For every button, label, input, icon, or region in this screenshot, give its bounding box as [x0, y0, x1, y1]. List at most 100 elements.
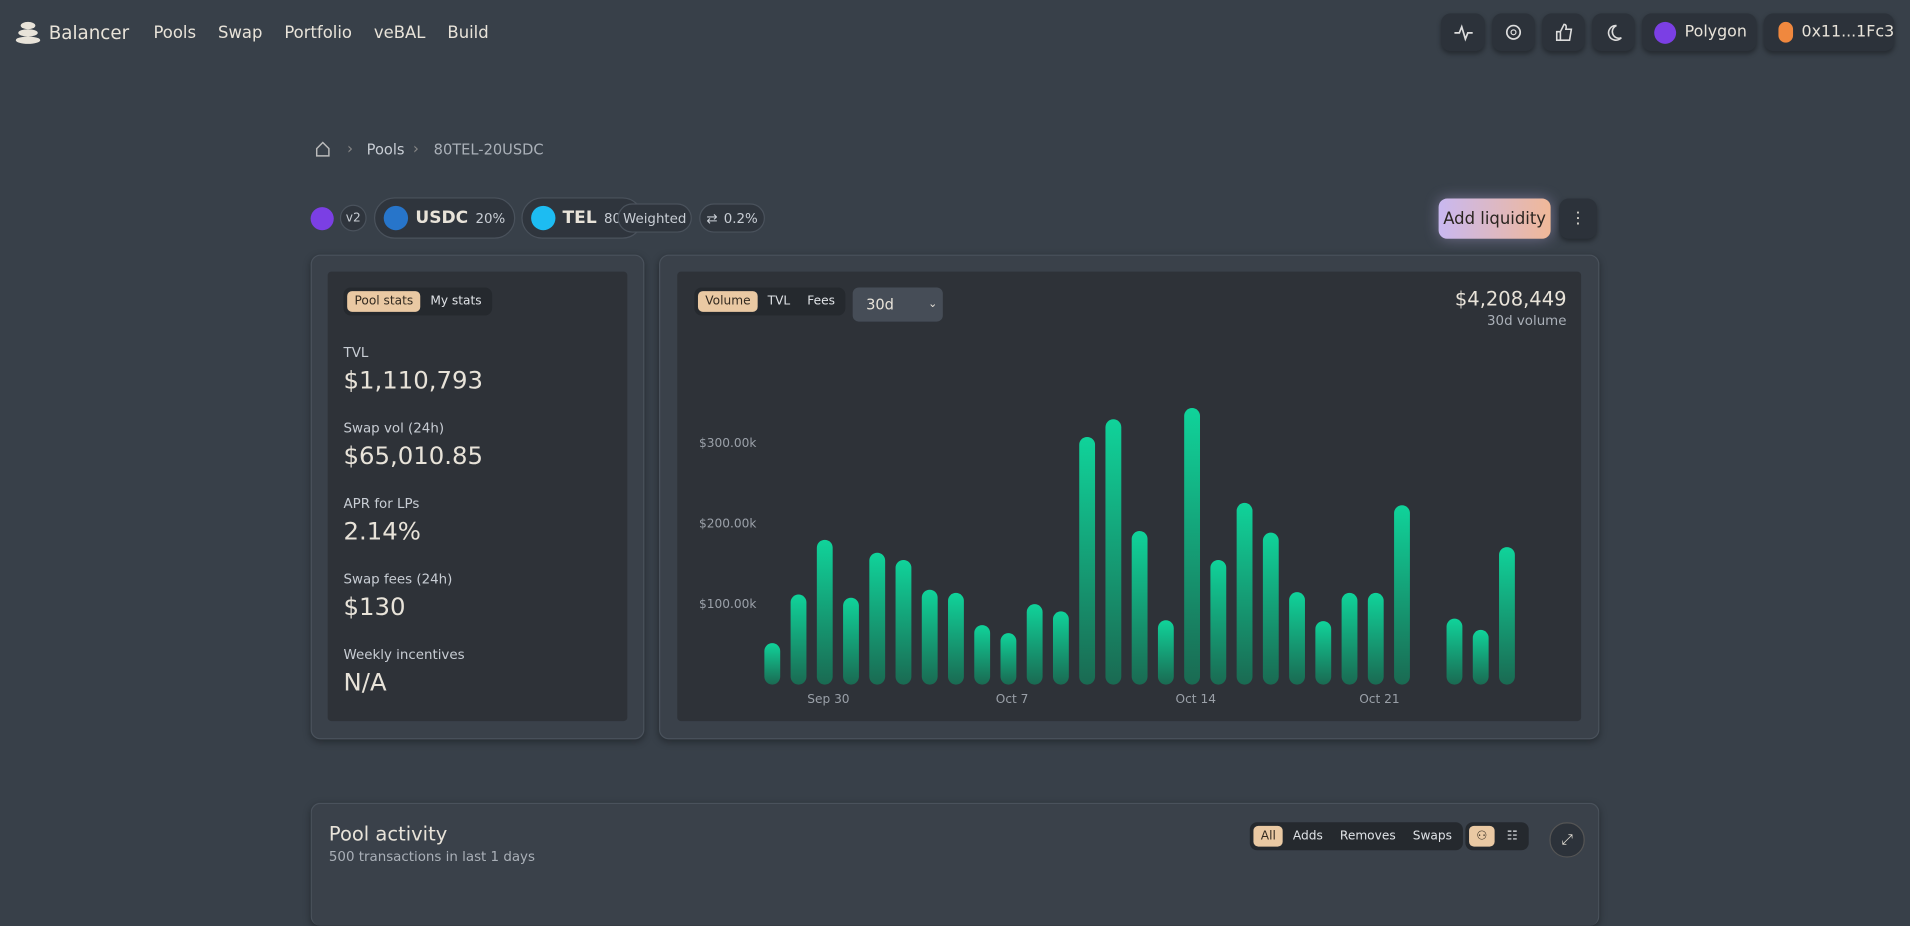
- chevron: ⌄: [928, 298, 938, 311]
- token-pill[interactable]: USDC 20%: [373, 197, 516, 239]
- chart-total: $4,208,449: [1454, 287, 1567, 311]
- add-liquidity-button[interactable]: Add liquidity: [1438, 198, 1551, 239]
- stats-card: Pool stats My stats TVL $1,110,793 Swap vol…: [310, 254, 645, 740]
- version: v2: [339, 204, 367, 232]
- page: {"nav":{"brand":"Balancer","links":["Poo…: [15, 13, 1895, 926]
- bar: [1315, 621, 1332, 685]
- token-icon: [383, 205, 409, 231]
- app: Balancer Pools Swap Portfolio veBAL Build Po…: [15, 13, 1895, 926]
- stat: Swap vol (24h) $65,010.85: [344, 420, 483, 496]
- token-symbol: USDC: [415, 208, 469, 228]
- bar: [790, 594, 807, 685]
- separator: ›: [347, 140, 354, 158]
- stat: APR for LPs 2.14%: [344, 496, 483, 572]
- nav-links: Pools Swap Portfolio veBAL Build: [153, 23, 488, 42]
- chart-tabs: Volume TVL Fees: [694, 287, 846, 316]
- breadcrumb-link[interactable]: Pools: [366, 141, 405, 159]
- nav-link[interactable]: Swap: [218, 23, 263, 43]
- logo[interactable]: [15, 21, 42, 45]
- chart-tab[interactable]: TVL: [767, 294, 791, 309]
- stats-tab[interactable]: My stats: [430, 294, 482, 309]
- activity-filters: All Adds Removes Swaps: [1249, 822, 1463, 851]
- stat: Swap fees (24h) $130: [344, 571, 483, 647]
- stats-panel: Pool stats My stats TVL $1,110,793 Swap vol…: [327, 271, 628, 723]
- y-tick-label: $100.00k: [699, 597, 757, 611]
- bar: [816, 539, 833, 685]
- y-tick-label: $300.00k: [699, 436, 757, 450]
- bar: [1499, 547, 1515, 685]
- stats-list: TVL $1,110,793 Swap vol (24h) $65,010.85 APR…: [344, 345, 483, 723]
- bar: [869, 552, 886, 685]
- bar: [1157, 620, 1174, 685]
- swap-fee: ⇄ 0.2%: [699, 203, 765, 233]
- expand-button[interactable]: ⤢: [1549, 822, 1585, 858]
- chart-tab[interactable]: Volume: [697, 291, 758, 312]
- bar: [1446, 618, 1463, 685]
- activity-filter[interactable]: Adds: [1292, 829, 1323, 843]
- bar: [1236, 502, 1253, 685]
- more-button[interactable]: ⋮: [1559, 198, 1597, 239]
- stat-label: TVL: [343, 344, 369, 361]
- fee: 0.2%: [723, 210, 758, 226]
- bar: [895, 559, 912, 685]
- stat-value: $130: [343, 592, 406, 622]
- volume-chart: $100.00k $200.00k $300.00k Sep 30 Oct 7 Oct 1…: [699, 408, 1515, 706]
- activity-button[interactable]: [1441, 13, 1485, 52]
- nav-link[interactable]: Build: [447, 23, 489, 43]
- bar: [1079, 436, 1096, 685]
- bar: [1105, 419, 1122, 685]
- x-tick-label: Oct 14: [1176, 692, 1217, 706]
- chart-total-label: 30d volume: [1487, 313, 1567, 329]
- bar: [843, 597, 859, 685]
- nav-link[interactable]: Pools: [153, 23, 197, 43]
- stat: Weekly incentives N/A: [344, 647, 483, 723]
- account: 0x11...1Fc3: [1801, 23, 1895, 42]
- activity-filter[interactable]: Removes: [1339, 829, 1396, 843]
- settings-button[interactable]: [1492, 13, 1535, 52]
- stat-label: APR for LPs: [343, 495, 420, 512]
- chart-panel: Volume TVL Fees 30d ⌄ $4,208,449 30d volume…: [677, 271, 1582, 722]
- x-tick-label: Oct 21: [1359, 692, 1399, 706]
- bar: [1394, 505, 1410, 685]
- bar: [1000, 633, 1017, 685]
- activity-filter[interactable]: Swaps: [1412, 829, 1452, 843]
- period-select[interactable]: 30d ⌄: [852, 287, 943, 322]
- token-symbol: TEL: [562, 208, 597, 228]
- theme-button[interactable]: [1592, 13, 1635, 52]
- network: Polygon: [1684, 23, 1747, 42]
- feedback-button[interactable]: [1542, 13, 1585, 52]
- token-icon: [530, 205, 556, 231]
- chart-tab[interactable]: Fees: [807, 294, 835, 309]
- stat-label: Weekly incentives: [343, 646, 465, 663]
- network-button[interactable]: Polygon: [1642, 13, 1757, 52]
- home-icon[interactable]: [314, 140, 331, 157]
- icon: [1454, 24, 1473, 42]
- y-tick-label: $200.00k: [699, 516, 757, 530]
- nav-link[interactable]: veBAL: [373, 23, 426, 43]
- breadcrumb-current: 80TEL-20USDC: [433, 141, 544, 159]
- list-view[interactable]: ☷: [1506, 829, 1518, 843]
- separator: ›: [412, 140, 419, 158]
- token-weight: 20%: [475, 210, 506, 226]
- icon: [1505, 24, 1522, 40]
- period: 30d: [866, 296, 894, 314]
- chart-card: Volume TVL Fees 30d ⌄ $4,208,449 30d volume…: [658, 254, 1600, 740]
- stat-value: $65,010.85: [343, 440, 483, 471]
- x-tick-label: Sep 30: [807, 692, 849, 706]
- stat-value: 2.14%: [343, 516, 421, 546]
- x-tick-label: Oct 7: [996, 692, 1029, 706]
- chart-view[interactable]: ⚇: [1469, 825, 1495, 847]
- brand[interactable]: Balancer: [48, 21, 130, 44]
- bar: [1341, 592, 1358, 685]
- activity-filter[interactable]: All: [1253, 825, 1284, 847]
- bar: [1210, 559, 1227, 685]
- stat-label: Swap vol (24h): [343, 420, 445, 437]
- icon: [1555, 23, 1573, 41]
- network-icon: [1654, 21, 1677, 44]
- bar: [1262, 532, 1279, 685]
- nav-link[interactable]: Portfolio: [284, 23, 352, 43]
- account-button[interactable]: 0x11...1Fc3: [1763, 13, 1895, 52]
- stats-tab[interactable]: Pool stats: [347, 291, 421, 312]
- bar: [1367, 592, 1384, 685]
